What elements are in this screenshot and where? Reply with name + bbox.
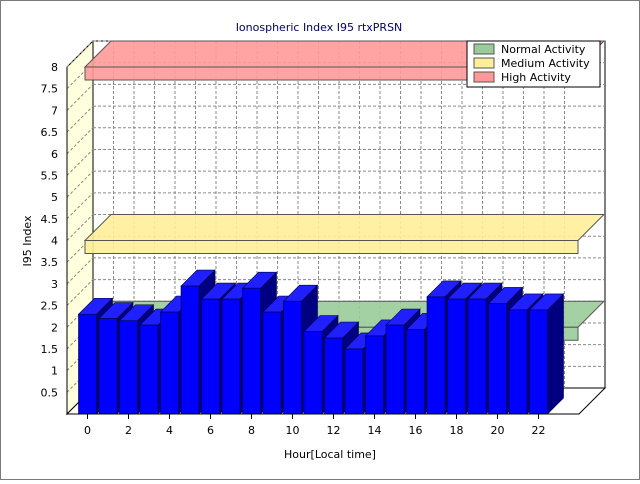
bar-front <box>508 309 528 415</box>
bar-front <box>344 348 364 415</box>
y-tick-label: 2.5 <box>41 300 59 313</box>
axes <box>66 67 579 415</box>
y-tick-labels: 0.5 1 1.5 2 2.5 3 3.5 4 4.5 5 5.5 6 6.5 7 7.5 8 <box>41 61 59 399</box>
y-tick-label: 7.5 <box>41 83 59 96</box>
bars <box>77 269 565 415</box>
y-tick-label: 6 <box>51 148 58 161</box>
bar-front <box>283 300 302 415</box>
bar-front <box>488 303 507 415</box>
legend-swatch <box>473 71 495 83</box>
chart-title: Ionospheric Index I95 rtxPRSN <box>236 21 403 34</box>
y-axis-label: I95 Index <box>21 215 34 267</box>
x-axis-label: Hour[Local time] <box>284 448 376 461</box>
grid-line <box>66 105 94 133</box>
grid-line <box>66 214 94 241</box>
bar-front <box>426 296 446 415</box>
legend-entry: Normal Activity <box>501 43 586 56</box>
bar-front <box>221 298 241 415</box>
y-tick-label: 4.5 <box>41 213 59 226</box>
x-tick-label: 6 <box>207 424 214 437</box>
grid-line <box>66 40 94 68</box>
bar-front <box>78 313 97 415</box>
bar-front <box>385 324 405 415</box>
x-tick-labels: 0 2 4 6 8 10 12 14 16 18 20 22 <box>84 414 546 437</box>
y-tick-label: 1.5 <box>41 343 59 356</box>
y-tick-label: 3.5 <box>41 256 59 269</box>
y-tick-label: 7 <box>51 104 58 117</box>
bar-front <box>303 331 323 415</box>
y-tick-label: 4 <box>51 235 58 248</box>
y-tick-label: 6.5 <box>41 126 59 139</box>
bar-front <box>242 287 261 415</box>
bar-front <box>324 337 343 415</box>
bar-front <box>98 318 118 415</box>
x-tick-label: 18 <box>450 424 464 437</box>
grid-line <box>66 279 94 306</box>
y-tick-label: 5 <box>51 191 58 204</box>
legend-entry: High Activity <box>501 71 571 84</box>
bar-front <box>467 298 487 415</box>
grid-line <box>66 127 94 155</box>
x-tick-label: 16 <box>409 424 423 437</box>
bar-front <box>119 320 138 415</box>
legend-entry: Medium Activity <box>501 57 590 70</box>
grid-line <box>66 192 94 220</box>
bar-front <box>160 311 179 415</box>
x-tick-label: 14 <box>368 424 382 437</box>
band-1-top <box>83 214 606 241</box>
y-tick-label: 8 <box>51 61 58 74</box>
grid-line <box>66 170 94 198</box>
bar-front <box>447 298 466 415</box>
grid-line <box>66 84 94 111</box>
x-tick-label: 20 <box>491 424 505 437</box>
bar-front <box>180 285 200 415</box>
y-tick-label: 0.5 <box>41 386 59 399</box>
bar-front <box>201 298 220 415</box>
band-1-front <box>84 240 579 255</box>
y-tick-label: 2 <box>51 321 58 334</box>
x-tick-label: 12 <box>327 424 341 437</box>
bar-side <box>547 293 564 415</box>
x-tick-label: 22 <box>532 424 546 437</box>
x-tick-label: 8 <box>248 424 255 437</box>
bar-22 <box>528 293 565 415</box>
bar-front <box>262 311 282 415</box>
bar-front <box>365 335 384 415</box>
grid-line <box>66 149 94 176</box>
grid-line <box>66 257 94 285</box>
bar-front <box>529 309 548 415</box>
y-tick-label: 3 <box>51 278 58 291</box>
y-tick-label: 5.5 <box>41 169 59 182</box>
x-tick-label: 10 <box>286 424 300 437</box>
legend-swatch <box>473 43 495 55</box>
x-tick-label: 2 <box>125 424 132 437</box>
legend-swatch <box>473 57 495 69</box>
bar-front <box>139 324 159 415</box>
x-tick-label: 4 <box>166 424 173 437</box>
y-tick-label: 1 <box>51 365 58 378</box>
x-tick-label: 0 <box>84 424 91 437</box>
bar-front <box>406 329 425 415</box>
